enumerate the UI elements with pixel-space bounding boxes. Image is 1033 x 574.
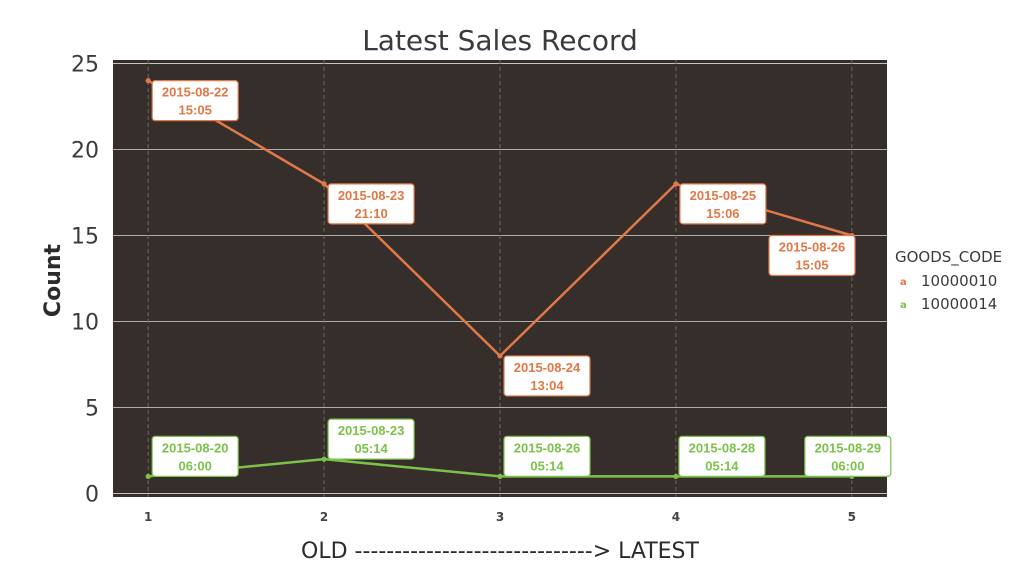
data-label-box (804, 435, 892, 477)
data-label-time: 06:00 (831, 458, 864, 473)
data-label-box (768, 234, 856, 277)
data-label: 2015-08-26 05:14 (503, 435, 591, 477)
data-label-time: 05:14 (530, 458, 564, 473)
data-label: 2015-08-25 15:06 (679, 183, 767, 225)
data-label-time: 13:04 (530, 378, 564, 393)
data-label-box (679, 183, 767, 225)
chart-title: Latest Sales Record (362, 24, 638, 57)
data-label-time: 21:10 (354, 206, 387, 221)
data-label-box (151, 80, 239, 122)
data-point (673, 181, 679, 187)
y-tick-label: 10 (71, 311, 99, 336)
data-label-date: 2015-08-22 (162, 85, 229, 100)
data-point (145, 473, 151, 479)
data-point (497, 473, 503, 479)
y-tick-label: 5 (85, 397, 99, 422)
y-tick-label: 15 (71, 224, 99, 249)
data-point (321, 456, 327, 462)
x-tick-label: 3 (496, 510, 504, 524)
data-label-box (327, 183, 415, 225)
y-tick-label: 0 (85, 483, 99, 508)
data-label: 2015-08-28 05:14 (678, 435, 766, 477)
data-label-date: 2015-08-20 (162, 440, 229, 455)
data-label: 2015-08-23 21:10 (327, 183, 415, 225)
data-label-date: 2015-08-29 (815, 440, 882, 455)
x-tick-label: 2 (320, 510, 328, 524)
y-tick-label: 25 (71, 52, 99, 77)
data-label-time: 15:05 (795, 257, 828, 272)
data-point (497, 353, 503, 359)
data-label-time: 15:06 (706, 206, 739, 221)
data-label-date: 2015-08-23 (338, 188, 405, 203)
data-label-date: 2015-08-28 (689, 440, 756, 455)
x-tick-label: 5 (848, 510, 856, 524)
data-label-date: 2015-08-25 (690, 188, 757, 203)
data-label: 2015-08-24 13:04 (503, 355, 591, 397)
data-label: 2015-08-26 15:05 (768, 234, 856, 277)
data-point (321, 181, 327, 187)
data-label-box (151, 435, 239, 477)
x-tick-label: 4 (672, 510, 680, 524)
data-label: 2015-08-22 15:05 (151, 80, 239, 122)
data-label: 2015-08-23 05:14 (327, 418, 415, 460)
data-label-date: 2015-08-24 (514, 360, 581, 375)
x-tick-label: 1 (144, 510, 152, 524)
legend: GOODS_CODE a 10000010 a 10000014 (895, 248, 1002, 313)
data-label-date: 2015-08-23 (338, 423, 405, 438)
legend-key-glyph: a (900, 300, 907, 311)
data-label-date: 2015-08-26 (779, 239, 846, 254)
data-label-time: 06:00 (179, 458, 212, 473)
data-point (673, 473, 679, 479)
data-label-box (503, 435, 591, 477)
data-label-box (327, 418, 415, 460)
data-label: 2015-08-29 06:00 (804, 435, 892, 477)
legend-key-glyph: a (900, 277, 907, 288)
data-label-time: 15:05 (179, 103, 212, 118)
data-labels: 2015-08-22 15:05 2015-08-23 21:10 2015-08-24… (151, 80, 892, 477)
data-label-time: 05:14 (354, 441, 388, 456)
legend-item-label: 10000014 (921, 295, 997, 313)
data-label-time: 05:14 (705, 458, 739, 473)
x-axis-label: OLD ------------------------------> LATE… (301, 539, 699, 564)
data-point (145, 78, 151, 84)
x-axis-ticks: 1 2 3 4 5 (144, 510, 856, 524)
y-axis-ticks: 0 5 10 15 20 25 (71, 52, 99, 507)
y-axis-label: Count (41, 243, 66, 317)
data-label-box (678, 435, 766, 477)
data-label-date: 2015-08-26 (514, 440, 581, 455)
grid-lines (113, 60, 887, 497)
data-label-box (503, 355, 591, 397)
legend-item-label: 10000010 (921, 272, 997, 290)
legend-title: GOODS_CODE (895, 248, 1002, 267)
data-label: 2015-08-20 06:00 (151, 435, 239, 477)
y-tick-label: 20 (71, 138, 99, 163)
